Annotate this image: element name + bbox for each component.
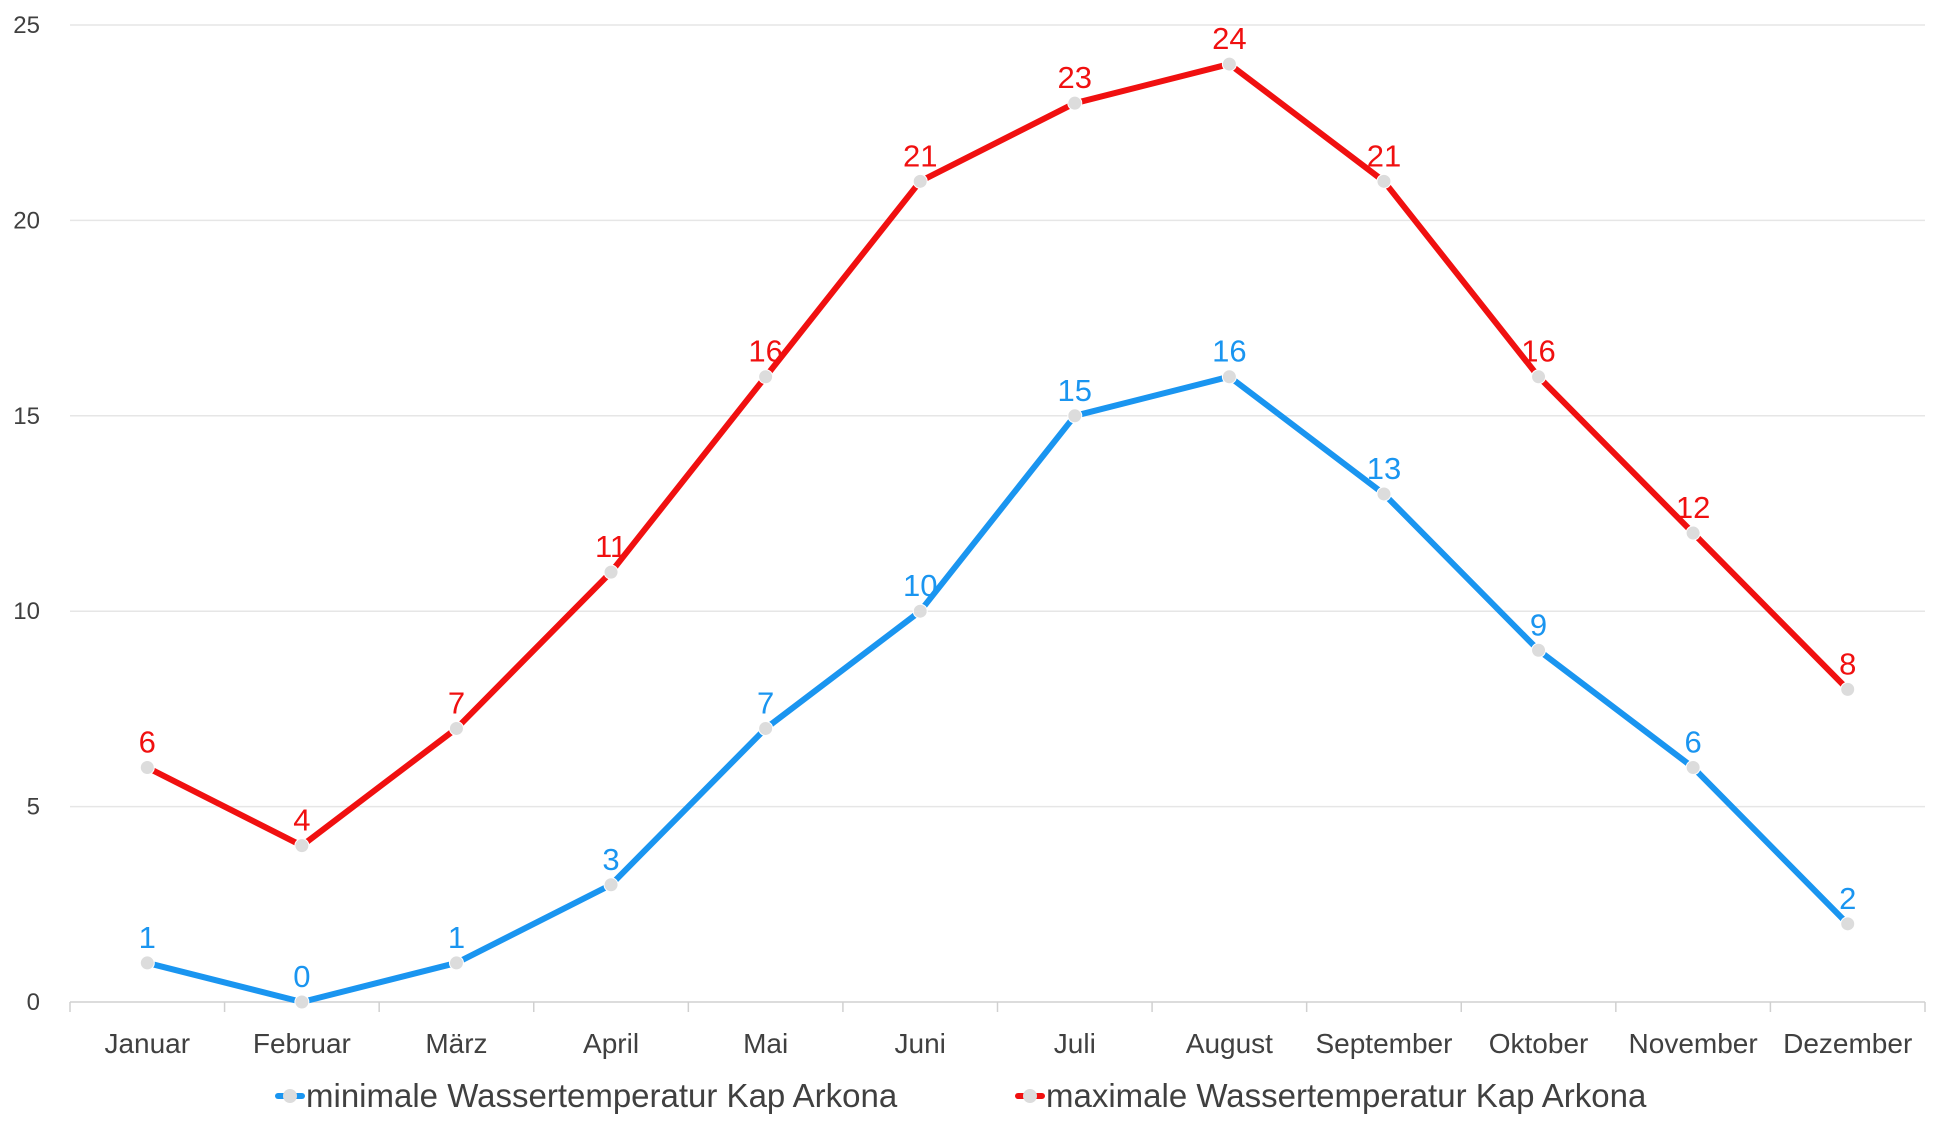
y-tick-label: 0 bbox=[27, 989, 40, 1016]
data-label: 6 bbox=[139, 725, 156, 760]
x-tick-label: September bbox=[1315, 1028, 1452, 1059]
data-point bbox=[1221, 369, 1237, 385]
data-label: 7 bbox=[757, 685, 774, 720]
data-point bbox=[1840, 681, 1856, 697]
data-label: 12 bbox=[1676, 490, 1710, 525]
x-axis: Januar Februar März April Mai Juni Juli August S… bbox=[69, 1001, 1926, 1059]
data-point bbox=[758, 369, 774, 385]
y-tick-label: 20 bbox=[13, 207, 40, 234]
data-label: 6 bbox=[1685, 725, 1702, 760]
data-label: 0 bbox=[293, 959, 310, 994]
data-label: 1 bbox=[448, 920, 465, 955]
data-point bbox=[912, 173, 928, 189]
data-point bbox=[603, 564, 619, 580]
data-point bbox=[1531, 642, 1547, 658]
y-axis-ticks: 0 5 10 15 20 25 bbox=[13, 12, 40, 1016]
y-tick-label: 10 bbox=[13, 598, 40, 625]
data-point bbox=[1531, 369, 1547, 385]
data-label: 2 bbox=[1839, 881, 1856, 916]
x-tick-label: Juli bbox=[1054, 1028, 1096, 1059]
data-point bbox=[139, 760, 155, 776]
data-point bbox=[1685, 525, 1701, 541]
y-tick-label: 5 bbox=[27, 794, 40, 821]
data-label: 24 bbox=[1212, 21, 1246, 56]
data-label: 11 bbox=[595, 529, 627, 564]
data-label: 7 bbox=[448, 685, 465, 720]
data-label: 10 bbox=[903, 568, 937, 603]
data-label: 16 bbox=[1521, 334, 1555, 369]
data-point bbox=[1067, 95, 1083, 111]
data-label: 1 bbox=[139, 920, 156, 955]
x-tick-label: Januar bbox=[104, 1028, 190, 1059]
x-tick-label: Dezember bbox=[1783, 1028, 1912, 1059]
data-point bbox=[1221, 56, 1237, 72]
data-label: 16 bbox=[1212, 334, 1246, 369]
data-label: 3 bbox=[602, 842, 619, 877]
data-point bbox=[758, 720, 774, 736]
x-tick-label: Februar bbox=[253, 1028, 351, 1059]
data-label: 9 bbox=[1530, 607, 1547, 642]
data-point bbox=[294, 994, 310, 1010]
x-tick-label: Mai bbox=[743, 1028, 788, 1059]
legend-swatch-marker bbox=[283, 1089, 297, 1103]
legend-label: minimale Wassertemperatur Kap Arkona bbox=[306, 1077, 898, 1114]
legend-item: maximale Wassertemperatur Kap Arkona bbox=[1015, 1077, 1647, 1114]
data-point bbox=[1840, 916, 1856, 932]
y-tick-label: 25 bbox=[13, 12, 40, 39]
series-line bbox=[144, 61, 1851, 849]
data-point bbox=[603, 877, 619, 893]
x-tick-label: Juni bbox=[895, 1028, 946, 1059]
data-point bbox=[1685, 760, 1701, 776]
series-line bbox=[144, 373, 1851, 1005]
y-tick-label: 15 bbox=[13, 403, 40, 430]
legend-item: minimale Wassertemperatur Kap Arkona bbox=[275, 1077, 898, 1114]
legend: minimale Wassertemperatur Kap Arkona maxi… bbox=[275, 1077, 1647, 1114]
data-point bbox=[1376, 173, 1392, 189]
gridlines bbox=[70, 24, 1925, 808]
x-tick-label: April bbox=[583, 1028, 639, 1059]
data-point bbox=[448, 955, 464, 971]
data-label: 15 bbox=[1058, 373, 1092, 408]
data-label: 13 bbox=[1367, 451, 1401, 486]
data-label: 8 bbox=[1839, 646, 1856, 681]
data-label: 23 bbox=[1058, 60, 1092, 95]
data-point bbox=[139, 955, 155, 971]
legend-label: maximale Wassertemperatur Kap Arkona bbox=[1046, 1077, 1647, 1114]
data-label: 4 bbox=[293, 803, 310, 838]
data-label: 16 bbox=[748, 334, 782, 369]
data-point bbox=[1067, 408, 1083, 424]
data-point bbox=[1376, 486, 1392, 502]
x-tick-label: August bbox=[1186, 1028, 1273, 1059]
data-label: 21 bbox=[903, 138, 937, 173]
x-tick-label: Oktober bbox=[1489, 1028, 1589, 1059]
data-point bbox=[912, 603, 928, 619]
legend-swatch-marker bbox=[1023, 1089, 1037, 1103]
data-point bbox=[448, 720, 464, 736]
x-tick-label: März bbox=[425, 1028, 487, 1059]
data-label: 21 bbox=[1367, 138, 1401, 173]
x-tick-label: November bbox=[1629, 1028, 1758, 1059]
series-lines bbox=[139, 56, 1856, 1010]
data-point bbox=[294, 838, 310, 854]
